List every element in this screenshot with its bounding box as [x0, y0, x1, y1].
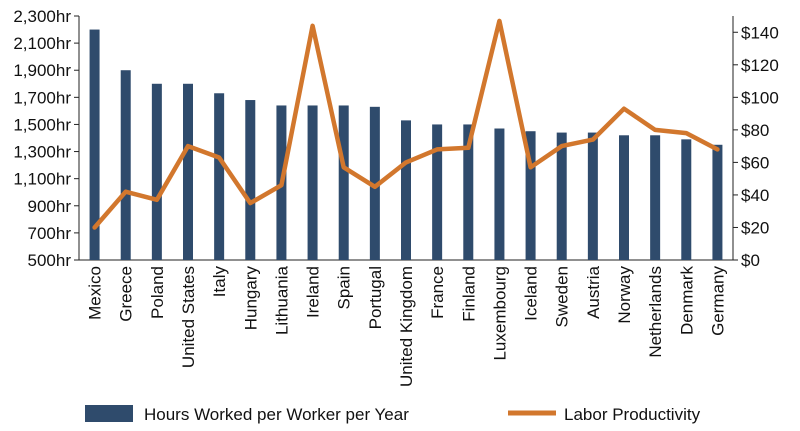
x-axis-tick-label: Spain	[335, 266, 354, 309]
right-axis-tick-label: $80	[741, 121, 769, 140]
bar-united-states	[183, 83, 193, 261]
x-axis-tick-label: Ireland	[304, 266, 323, 318]
legend-label-hours: Hours Worked per Worker per Year	[144, 405, 409, 424]
bar-united-kingdom	[401, 120, 411, 260]
x-axis-tick-label: Portugal	[366, 266, 385, 329]
bar-germany	[712, 144, 723, 260]
bar-poland	[151, 83, 162, 261]
x-axis-tick-label: Austria	[584, 265, 603, 318]
x-axis-tick-labels: Mexico Greece Poland United States Italy Hung…	[86, 265, 728, 387]
left-axis-tick-label: 1,700hr	[13, 88, 71, 107]
bar-greece	[120, 70, 131, 260]
line-series	[92, 18, 720, 230]
x-axis-tick-label: Netherlands	[646, 266, 665, 358]
right-axis-tick-label: $100	[741, 88, 779, 107]
left-axis-tick-labels: 500hr 700hr 900hr 1,100hr 1,300hr 1,500hr 1,70…	[13, 7, 79, 270]
x-axis-tick-label: Iceland	[522, 266, 541, 321]
bar-norway	[619, 135, 629, 260]
bar-spain	[338, 105, 349, 260]
bar-iceland	[525, 131, 536, 260]
x-axis-tick-label: United Kingdom	[397, 266, 416, 387]
bar-portugal	[369, 106, 380, 260]
x-axis-tick-label: Germany	[708, 266, 727, 336]
bar-hungary	[245, 100, 256, 261]
legend-swatch-hours	[85, 405, 133, 422]
left-axis-tick-label: 900hr	[28, 197, 72, 216]
x-axis-tick-label: Mexico	[86, 266, 105, 320]
left-axis-tick-label: 2,100hr	[13, 34, 71, 53]
right-axis-tick-label: $0	[741, 251, 760, 270]
x-axis-tick-label: Greece	[117, 266, 136, 322]
left-axis-tick-label: 1,100hr	[13, 170, 71, 189]
bar-france	[432, 124, 443, 260]
x-axis-tick-label: Norway	[615, 266, 634, 324]
bar-italy	[214, 93, 225, 261]
bar-sweden	[556, 132, 567, 260]
right-axis-tick-label: $120	[741, 56, 779, 75]
left-axis-tick-label: 700hr	[28, 224, 72, 243]
right-axis-tick-labels: $0 $20 $40 $60 $80 $100 $120 $140	[733, 23, 779, 270]
x-axis-tick-label: Sweden	[553, 266, 572, 327]
bar-mexico	[89, 29, 100, 260]
bar-finland	[463, 124, 474, 260]
bar-ireland	[307, 105, 318, 260]
left-axis-tick-label: 2,300hr	[13, 7, 71, 26]
bar-luxembourg	[494, 128, 505, 260]
x-axis-tick-label: Finland	[459, 266, 478, 322]
left-axis-tick-label: 1,500hr	[13, 115, 71, 134]
left-axis-tick-label: 1,900hr	[13, 61, 71, 80]
x-axis-tick-label: Hungary	[241, 266, 260, 331]
right-axis-tick-label: $40	[741, 186, 769, 205]
right-axis-tick-label: $20	[741, 218, 769, 237]
legend: Hours Worked per Worker per Year Labor P…	[85, 405, 701, 424]
bar-series	[89, 29, 723, 261]
x-axis-tick-label: Poland	[148, 266, 167, 319]
x-axis-tick-label: Luxembourg	[490, 266, 509, 361]
right-axis-tick-label: $60	[741, 153, 769, 172]
legend-label-productivity: Labor Productivity	[564, 405, 701, 424]
bar-denmark	[681, 139, 692, 260]
x-axis-tick-label: Denmark	[677, 266, 696, 335]
left-axis-tick-label: 500hr	[28, 251, 72, 270]
x-axis-tick-label: Italy	[210, 266, 229, 298]
x-axis-tick-label: Lithuania	[272, 265, 291, 335]
bar-austria	[587, 132, 598, 260]
x-axis-tick-label: United States	[179, 266, 198, 368]
x-axis-tick-label: France	[428, 266, 447, 319]
left-axis-tick-label: 1,300hr	[13, 143, 71, 162]
bar-netherlands	[650, 135, 661, 260]
right-axis-tick-label: $140	[741, 23, 779, 42]
